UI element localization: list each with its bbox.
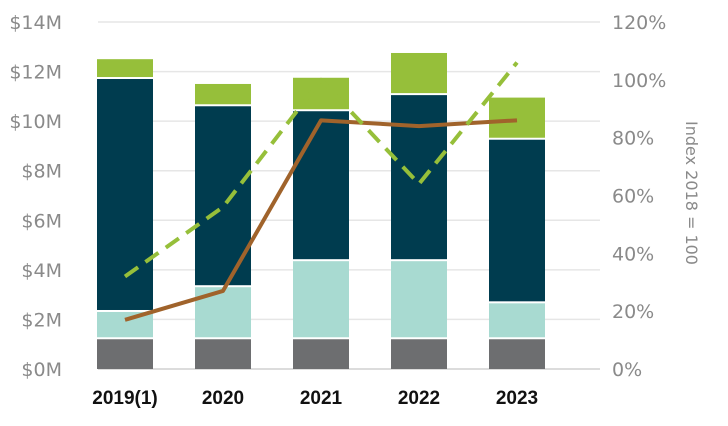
left-tick-label: $14M <box>9 12 62 34</box>
category-label: 2021 <box>300 388 343 409</box>
bar-segment-4-2019(1) <box>97 59 153 78</box>
bar-segment-4-2023 <box>489 97 545 138</box>
right-axis: 0% 20% 40% 60% 80% 100% 120% <box>612 12 666 381</box>
index-lines <box>123 61 519 322</box>
left-axis: $0M $2M $4M $6M $8M $10M $12M $14M <box>9 12 62 381</box>
category-label: 2019(1) <box>92 388 158 409</box>
left-tick-label: $2M <box>21 309 62 331</box>
left-tick-label: $8M <box>21 161 62 183</box>
category-label: 2023 <box>496 388 538 409</box>
left-tick-label: $10M <box>9 111 62 133</box>
bar-segment-1-2020 <box>195 339 251 369</box>
bar-segment-2-2021 <box>293 261 349 338</box>
category-label: 2020 <box>202 388 244 409</box>
bar-segment-1-2021 <box>293 339 349 369</box>
bar-segment-1-2023 <box>489 339 545 369</box>
right-tick-label: 80% <box>612 128 654 150</box>
right-tick-label: 20% <box>612 301 654 323</box>
category-label: 2022 <box>398 388 440 409</box>
left-tick-label: $6M <box>21 210 62 232</box>
bar-segment-3-2022 <box>391 95 447 260</box>
solid-index-line <box>124 118 518 322</box>
left-tick-label: $0M <box>21 359 62 381</box>
bar-segment-2-2022 <box>391 261 447 338</box>
bar-segment-3-2023 <box>489 139 545 302</box>
x-axis: 2019(1) 2020 2021 2022 2023 <box>92 388 538 409</box>
left-tick-label: $4M <box>21 260 62 282</box>
bars <box>97 52 545 369</box>
bar-segment-1-2022 <box>391 339 447 369</box>
dashed-index-line <box>123 61 519 279</box>
bar-segment-4-2022 <box>391 52 447 94</box>
right-tick-label: 60% <box>612 186 654 208</box>
bar-segment-3-2019(1) <box>97 79 153 310</box>
bar-segment-4-2020 <box>195 83 251 105</box>
right-tick-label: 100% <box>612 70 666 92</box>
bar-segment-1-2019(1) <box>97 339 153 369</box>
right-tick-label: 40% <box>612 243 654 265</box>
right-tick-label: 0% <box>612 359 642 381</box>
bar-segment-3-2021 <box>293 111 349 260</box>
bar-segment-2-2023 <box>489 303 545 338</box>
right-axis-title: Index 2018 = 100 <box>682 121 701 265</box>
left-tick-label: $12M <box>9 62 62 84</box>
right-tick-label: 120% <box>612 12 666 34</box>
